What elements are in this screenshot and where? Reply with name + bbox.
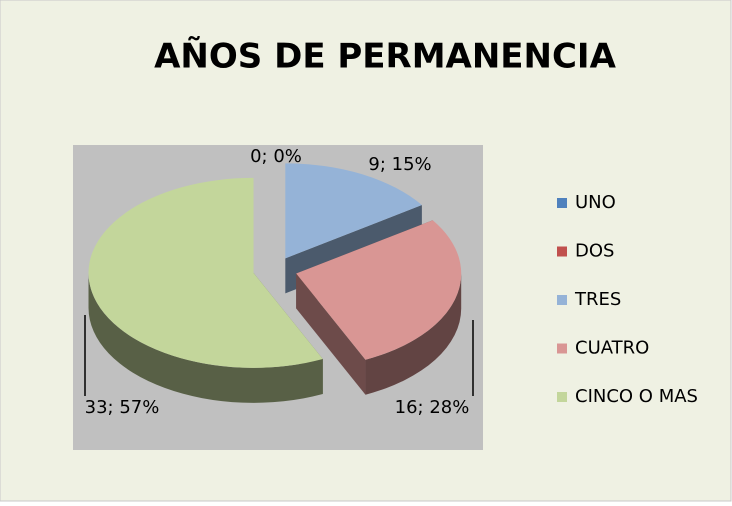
- legend-label: DOS: [575, 241, 614, 262]
- legend-label: CINCO O MAS: [575, 386, 698, 407]
- legend-label: TRES: [574, 289, 621, 310]
- slice: [296, 220, 462, 360]
- legend-swatch: [557, 343, 567, 354]
- data-label: 0; 0%: [250, 146, 302, 167]
- slice: [88, 177, 323, 368]
- slice: [285, 163, 422, 259]
- legend-swatch: [557, 198, 567, 208]
- legend-label: CUATRO: [575, 338, 649, 359]
- legend-swatch: [557, 392, 567, 402]
- legend-swatch: [557, 295, 567, 305]
- legend-swatch: [557, 246, 567, 257]
- data-label: 33; 57%: [85, 397, 160, 418]
- slice-side: [296, 273, 366, 395]
- slice-wall: [365, 273, 462, 395]
- data-label: 9; 15%: [368, 154, 431, 175]
- data-label: 16; 28%: [395, 397, 470, 418]
- slice-wall: [88, 272, 323, 403]
- legend-label: UNO: [575, 192, 616, 213]
- chart-title: AÑOS DE PERMANENCIA: [154, 36, 616, 77]
